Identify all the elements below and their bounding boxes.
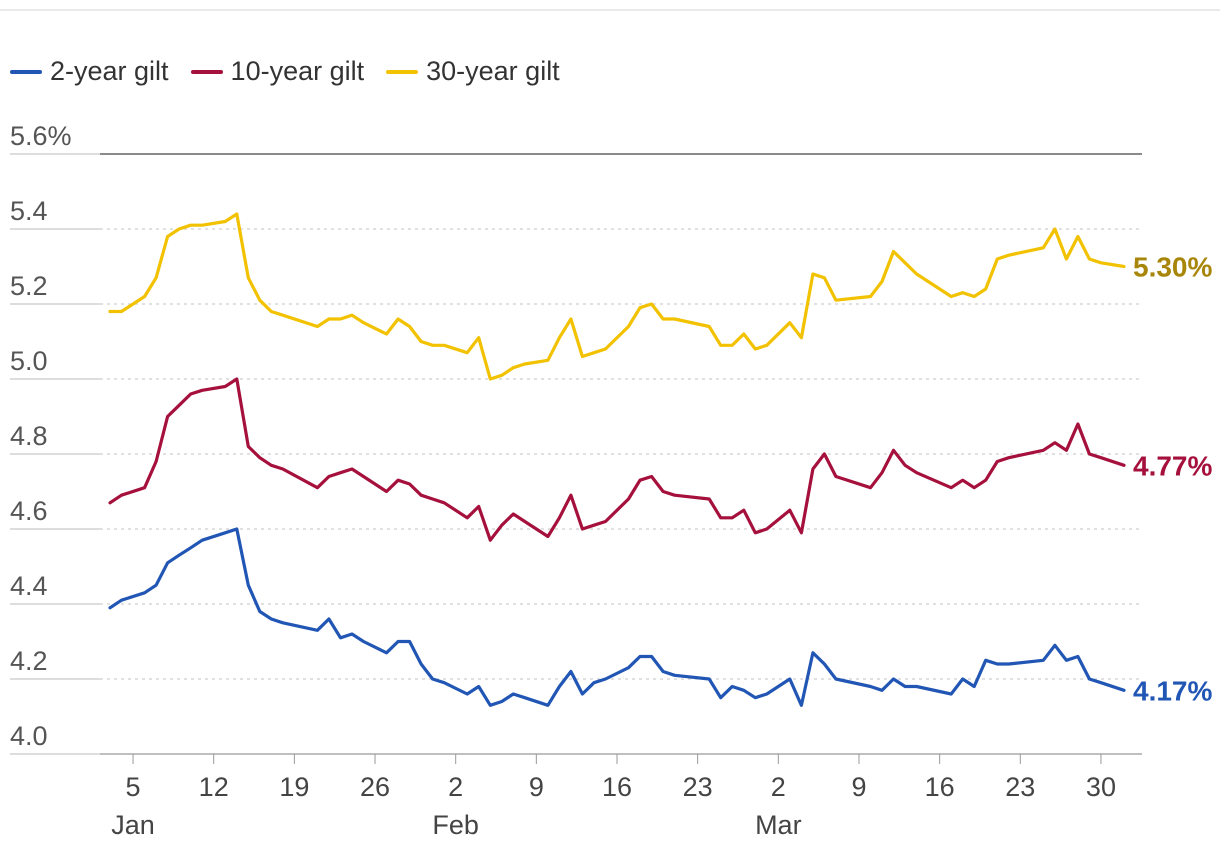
series-line-30-year-gilt	[108, 212, 1126, 381]
end-value-label-30-year-gilt: 5.30%	[1133, 252, 1212, 283]
x-tick-label: 12	[199, 772, 229, 802]
y-tick-label: 4.6	[10, 496, 48, 526]
series-line-2-year-gilt	[108, 527, 1126, 707]
y-tick-label: 4.0	[10, 721, 48, 751]
end-value-label-10-year-gilt: 4.77%	[1133, 450, 1212, 481]
y-tick-label: 5.0	[10, 346, 48, 376]
x-tick-label: 30	[1086, 772, 1116, 802]
x-tick-label: 16	[925, 772, 955, 802]
x-tick-label: 9	[529, 772, 544, 802]
x-tick-label: 23	[1005, 772, 1035, 802]
legend-swatch-10-year	[190, 69, 223, 74]
y-tick-label: 4.4	[10, 571, 48, 601]
legend-item-10-year: 10-year gilt	[190, 56, 365, 87]
legend-label-30-year: 30-year gilt	[426, 56, 560, 86]
x-tick-label: 19	[279, 772, 309, 802]
series-line-10-year-gilt	[108, 377, 1126, 542]
y-tick-label: 5.4	[10, 196, 48, 226]
legend-swatch-30-year	[386, 69, 419, 74]
y-tick-label: 4.2	[10, 646, 48, 676]
legend-item-2-year: 2-year gilt	[10, 56, 169, 87]
legend-swatch-2-year	[10, 69, 42, 74]
legend-label-10-year: 10-year gilt	[230, 56, 365, 86]
x-tick-label: 2	[771, 772, 786, 802]
x-tick-label: 23	[683, 772, 713, 802]
y-tick-label: 5.6%	[10, 121, 72, 151]
legend-item-30-year: 30-year gilt	[386, 56, 560, 87]
y-tick-label: 4.8	[10, 421, 48, 451]
x-tick-label: 2	[448, 772, 463, 802]
x-month-label: Feb	[432, 810, 479, 840]
x-month-label: Jan	[111, 810, 155, 840]
x-month-label: Mar	[755, 810, 802, 840]
legend-label-2-year: 2-year gilt	[50, 56, 169, 86]
x-tick-label: 5	[126, 772, 141, 802]
end-value-label-2-year-gilt: 4.17%	[1133, 675, 1212, 706]
y-tick-label: 5.2	[10, 271, 48, 301]
legend: 2-year gilt 10-year gilt 30-year gilt	[10, 56, 560, 87]
x-tick-label: 26	[360, 772, 390, 802]
x-tick-label: 9	[851, 772, 866, 802]
x-tick-label: 16	[602, 772, 632, 802]
